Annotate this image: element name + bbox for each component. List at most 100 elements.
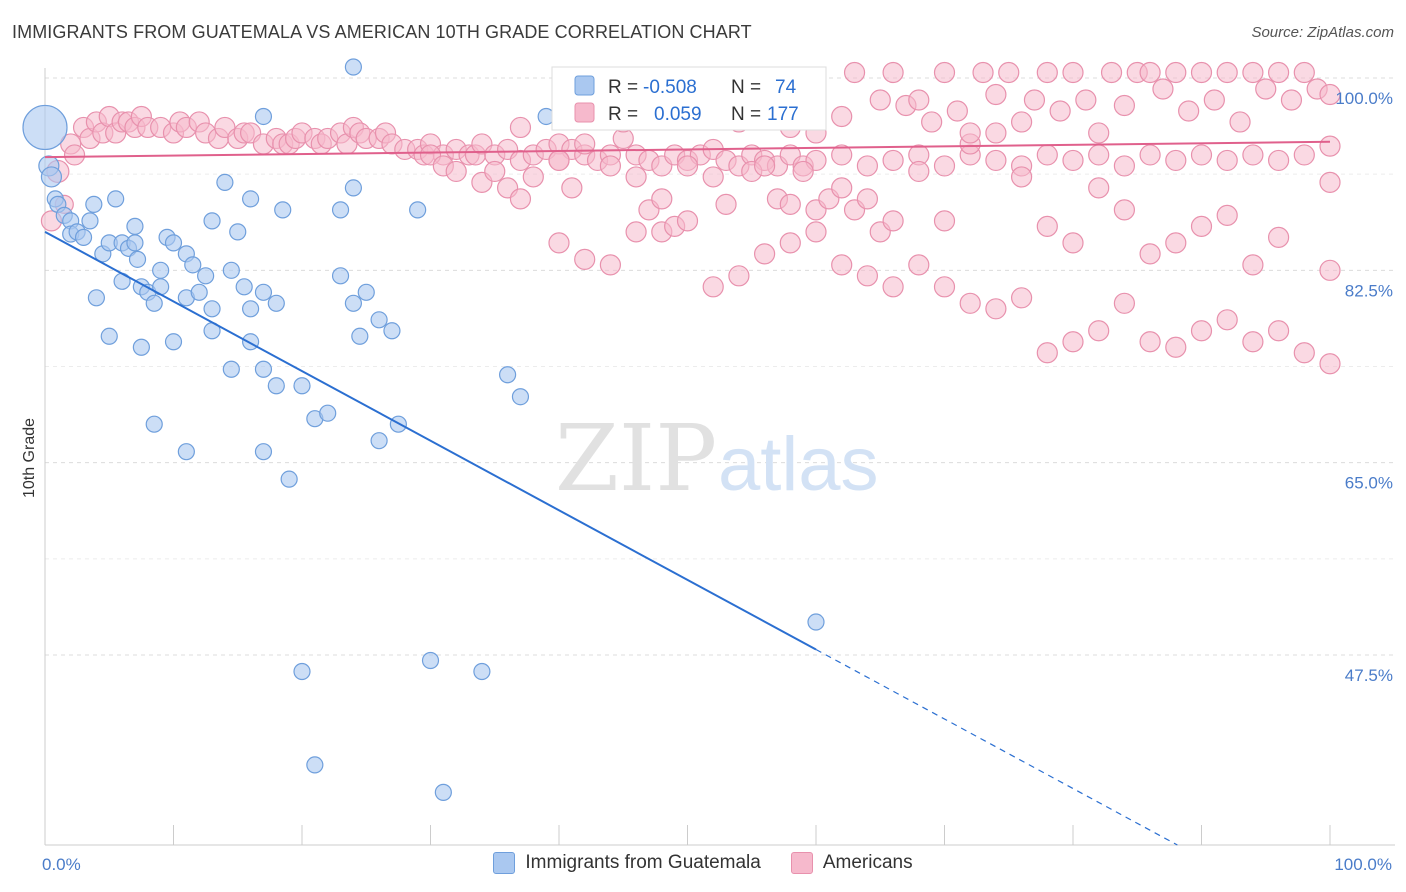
americans-point bbox=[1088, 144, 1110, 166]
americans-point bbox=[753, 155, 776, 177]
americans-point bbox=[1242, 61, 1264, 84]
americans-point bbox=[1036, 144, 1058, 166]
watermark-atlas: atlas bbox=[718, 422, 879, 507]
americans-point bbox=[959, 122, 981, 144]
americans-point bbox=[1280, 89, 1303, 111]
guatemala-point bbox=[254, 360, 273, 378]
guatemala-point bbox=[242, 190, 260, 208]
stats-legend-swatch-pink bbox=[574, 102, 595, 123]
guatemala-point bbox=[344, 58, 362, 76]
americans-point bbox=[1165, 61, 1187, 84]
guatemala-point bbox=[254, 283, 273, 301]
guatemala-point bbox=[184, 256, 202, 274]
americans-point bbox=[1319, 171, 1341, 194]
americans-point bbox=[985, 83, 1007, 106]
americans-point bbox=[972, 61, 994, 84]
stats-n-value-pink: 177 bbox=[767, 104, 799, 125]
americans-point bbox=[1036, 342, 1058, 364]
guatemala-point bbox=[40, 166, 63, 188]
stats-r-value-blue: -0.508 bbox=[643, 77, 697, 98]
legend-swatch-guatemala bbox=[493, 852, 516, 874]
watermark-zip: ZIP bbox=[555, 405, 717, 512]
guatemala-point bbox=[344, 294, 362, 312]
guatemala-point bbox=[254, 443, 273, 461]
americans-point bbox=[1242, 331, 1264, 353]
stats-legend-frame bbox=[551, 66, 827, 131]
americans-point bbox=[509, 116, 532, 139]
guatemala-point bbox=[87, 289, 106, 307]
guatemala-point bbox=[274, 201, 292, 219]
guatemala-point bbox=[331, 201, 350, 219]
americans-point bbox=[1319, 353, 1341, 375]
guatemala-point bbox=[242, 300, 260, 318]
guatemala-point bbox=[128, 250, 147, 268]
americans-point bbox=[1216, 204, 1238, 226]
guatemala-point bbox=[222, 360, 240, 378]
americans-point bbox=[1036, 215, 1058, 237]
americans-point bbox=[1113, 199, 1136, 221]
americans-point bbox=[1100, 61, 1123, 84]
americans-point bbox=[715, 193, 737, 215]
americans-point bbox=[831, 177, 853, 199]
x-tick-labels: 0.0% 100.0% bbox=[42, 855, 1392, 874]
guatemala-point bbox=[235, 278, 253, 296]
americans-point bbox=[1216, 149, 1238, 172]
americans-point bbox=[908, 89, 930, 111]
americans-point bbox=[676, 155, 699, 177]
americans-point bbox=[998, 61, 1020, 84]
guatemala-point bbox=[132, 338, 150, 356]
americans-point bbox=[933, 210, 956, 232]
americans-point bbox=[1190, 144, 1213, 166]
americans-point bbox=[831, 254, 853, 276]
trend-lines bbox=[44, 140, 1331, 846]
guatemala-point bbox=[409, 201, 427, 219]
americans-point bbox=[702, 276, 724, 298]
stats-r-label-pink: R = bbox=[608, 104, 638, 125]
americans-point bbox=[702, 166, 724, 188]
americans-point bbox=[882, 210, 904, 232]
americans-point bbox=[779, 232, 801, 254]
y-axis-title: 10th Grade bbox=[21, 418, 38, 498]
guatemala-point bbox=[203, 212, 221, 230]
guatemala-point bbox=[357, 283, 375, 301]
guatemala-point bbox=[293, 662, 311, 681]
americans-points bbox=[40, 61, 1341, 375]
americans-point bbox=[869, 89, 891, 111]
americans-point bbox=[1165, 336, 1187, 358]
guatemala-trend-line bbox=[44, 230, 817, 651]
americans-point bbox=[484, 160, 506, 183]
americans-point bbox=[1088, 122, 1110, 144]
y-tick-labels: 100.0% 82.5% 65.0% 47.5% bbox=[1335, 89, 1393, 685]
americans-point bbox=[561, 177, 583, 199]
americans-point bbox=[985, 298, 1007, 320]
americans-point bbox=[1139, 331, 1161, 353]
americans-point bbox=[856, 188, 879, 210]
americans-point bbox=[1010, 287, 1033, 309]
guatemala-point bbox=[306, 756, 324, 774]
americans-point bbox=[1242, 254, 1264, 276]
guatemala-point bbox=[267, 377, 285, 395]
americans-point bbox=[1216, 309, 1238, 331]
americans-point bbox=[1255, 78, 1277, 100]
guatemala-point bbox=[152, 261, 170, 279]
americans-point bbox=[856, 265, 879, 287]
series-legend: Immigrants from Guatemala Americans bbox=[0, 852, 1406, 874]
americans-point bbox=[1062, 331, 1084, 353]
americans-point bbox=[1113, 94, 1136, 117]
y-tick-label: 47.5% bbox=[1345, 666, 1393, 685]
americans-point bbox=[676, 210, 699, 232]
americans-point bbox=[779, 193, 801, 215]
americans-point bbox=[1139, 61, 1161, 84]
americans-point bbox=[1267, 61, 1290, 84]
guatemala-point bbox=[145, 415, 163, 433]
americans-point bbox=[1062, 232, 1084, 254]
americans-point bbox=[1036, 61, 1058, 84]
americans-point bbox=[1152, 78, 1174, 100]
stats-n-value-blue: 74 bbox=[775, 77, 797, 98]
americans-point bbox=[959, 292, 981, 314]
guatemala-point bbox=[254, 107, 273, 126]
americans-point bbox=[1062, 149, 1084, 172]
guatemala-point bbox=[280, 470, 298, 488]
guatemala-point bbox=[473, 662, 491, 681]
